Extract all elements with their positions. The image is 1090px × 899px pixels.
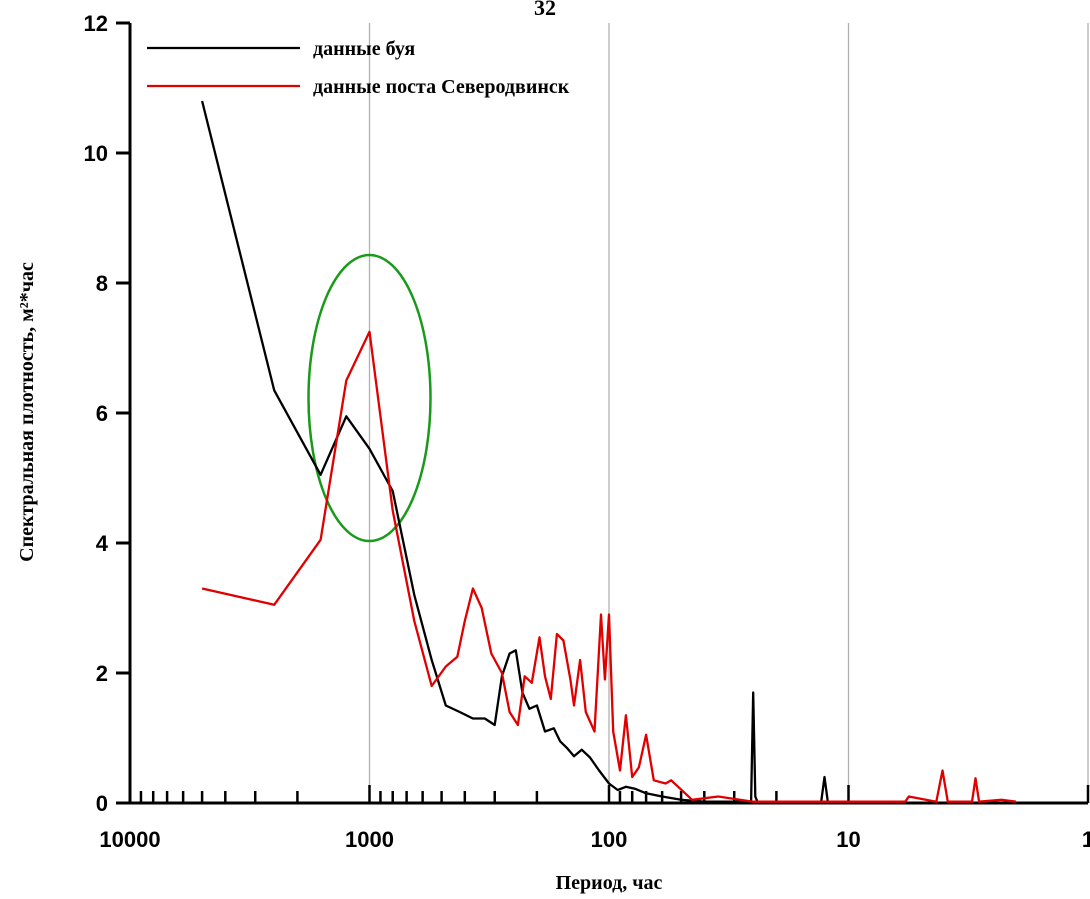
y-tick-label: 2 bbox=[96, 661, 108, 686]
x-tick-label: 1 bbox=[1082, 827, 1090, 852]
x-tick-label: 100 bbox=[591, 827, 628, 852]
x-axis-title: Период, час bbox=[556, 872, 663, 894]
legend: данные буя данные поста Северодвинск bbox=[147, 38, 570, 98]
axes: 0 2 4 6 8 10 12 10000 1000 100 10 1 bbox=[84, 11, 1090, 852]
y-tick-label: 10 bbox=[84, 141, 108, 166]
x-tick-label: 10000 bbox=[99, 827, 160, 852]
series-line-severodvinsk bbox=[201, 330, 1017, 803]
series-line-buoy bbox=[200, 100, 1016, 805]
legend-label: данные поста Северодвинск bbox=[313, 76, 570, 98]
page-number: 32 bbox=[534, 0, 556, 20]
legend-label: данные буя bbox=[313, 38, 415, 60]
y-tick-label: 8 bbox=[96, 271, 108, 296]
series-lines bbox=[200, 100, 1017, 805]
y-tick-label: 6 bbox=[96, 401, 108, 426]
y-tick-label: 12 bbox=[84, 11, 108, 36]
annotation-ellipse bbox=[307, 253, 432, 543]
y-tick-label: 4 bbox=[96, 531, 109, 556]
y-axis-title: Спектральная плотность, м²*час bbox=[16, 262, 38, 562]
annotation-ellipse-group bbox=[307, 253, 432, 543]
x-tick-label: 10 bbox=[836, 827, 860, 852]
y-tick-label: 0 bbox=[96, 791, 108, 816]
grid-lines bbox=[368, 23, 1089, 803]
x-tick-label: 1000 bbox=[345, 827, 394, 852]
